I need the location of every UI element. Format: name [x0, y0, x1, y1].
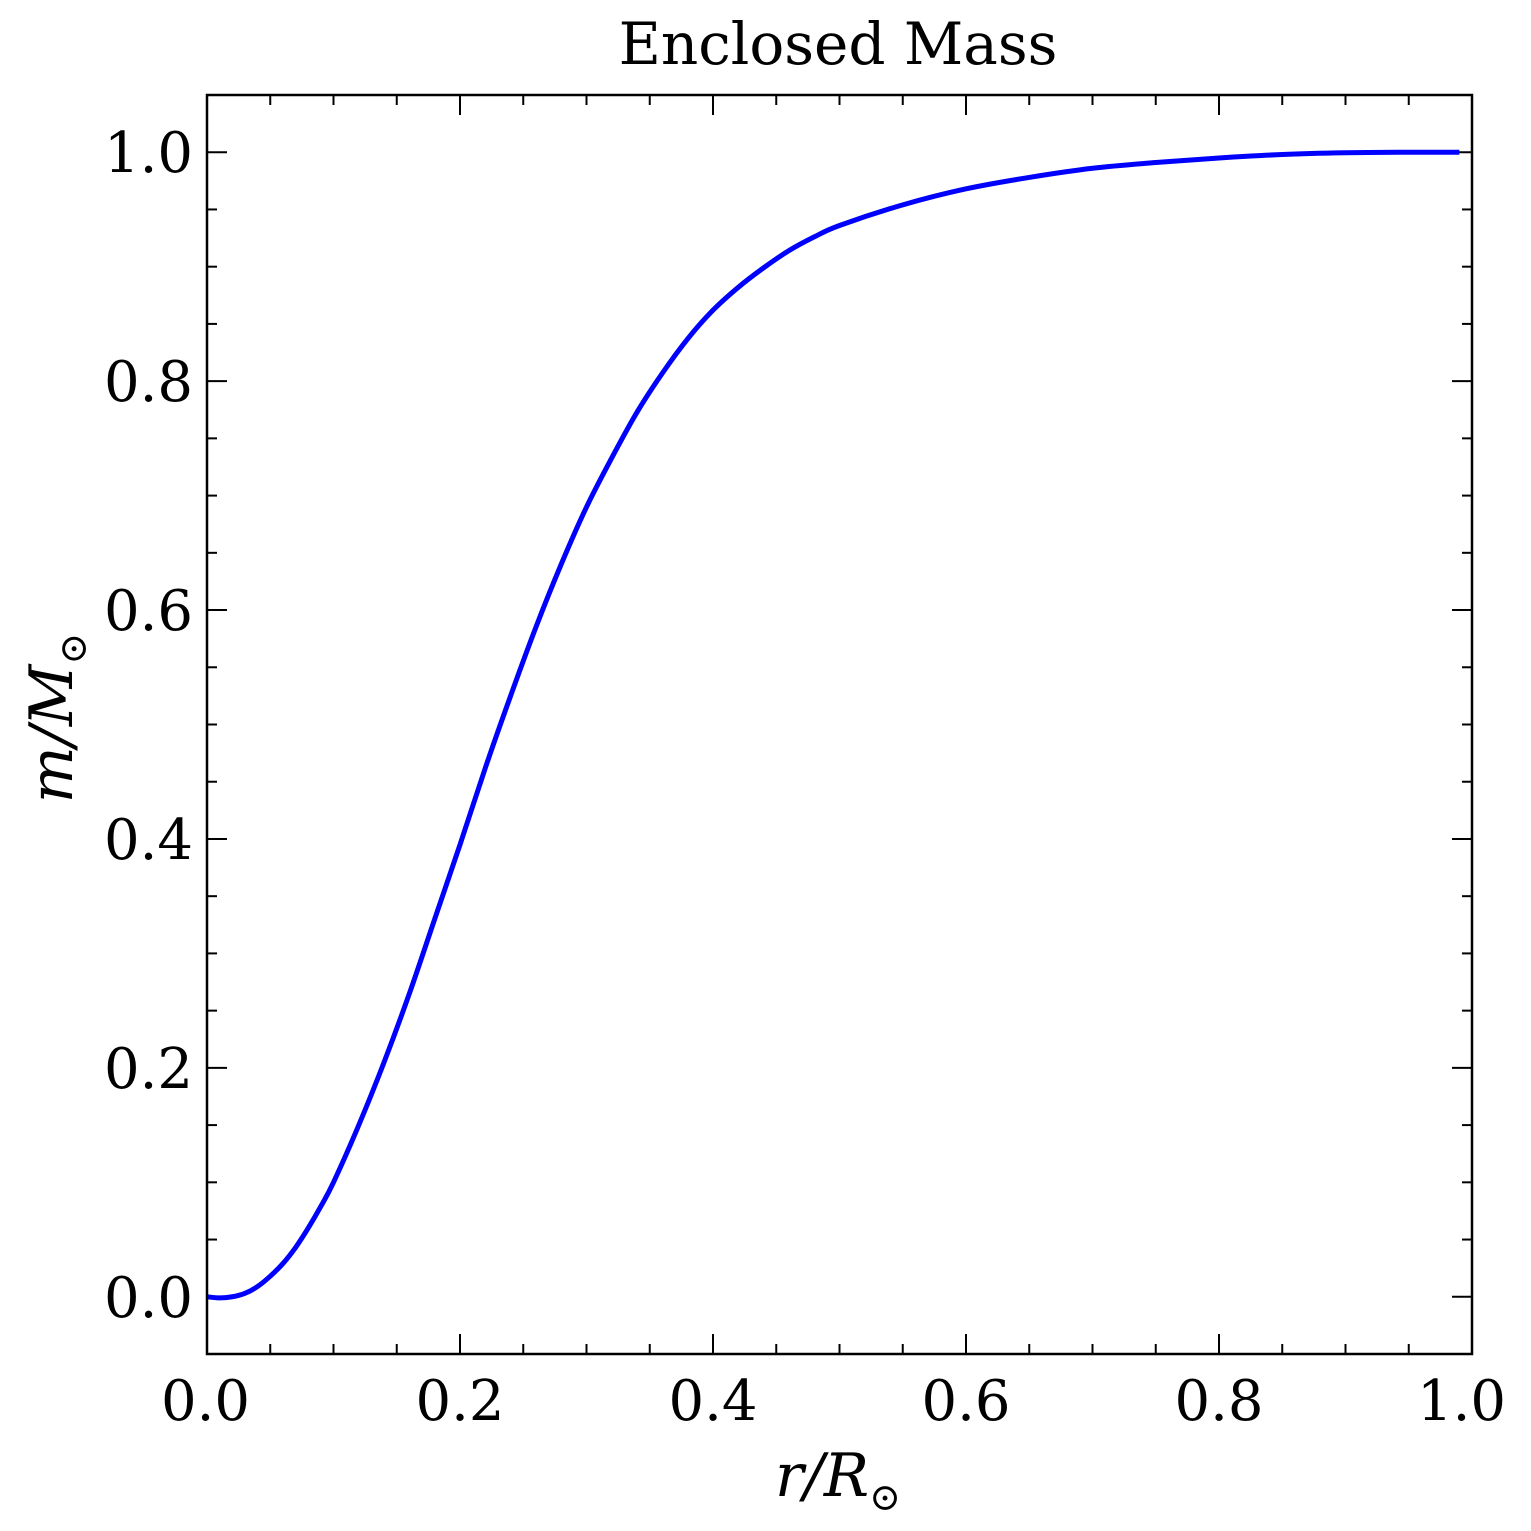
y-axis-label-base: m/M: [17, 663, 87, 803]
x-tick-label: 0.6: [921, 1369, 1010, 1434]
x-axis-label-base: r/R: [775, 1441, 869, 1511]
y-axis-label: m/M⊙: [17, 633, 95, 803]
plot-frame: [205, 93, 1474, 1356]
chart-title: Enclosed Mass: [619, 10, 1058, 78]
x-tick-label: 1.0: [1417, 1369, 1506, 1434]
y-tick-label: 0.4: [104, 808, 193, 873]
y-tick-label: 0.2: [104, 1037, 193, 1102]
x-tick-label: 0.0: [161, 1369, 250, 1434]
axis-tick-labels: 0.0 0.2 0.4 0.6 0.8 1.0 0.0 0.2 0.4 0.6 0.8 1.0: [104, 121, 1506, 1434]
y-axis-label-subscript: ⊙: [51, 633, 95, 665]
enclosed-mass-series-line: [206, 149, 1460, 1301]
y-tick-label: 1.0: [104, 121, 193, 186]
x-axis-label: r/R⊙: [775, 1441, 901, 1519]
x-tick-label: 0.4: [668, 1369, 757, 1434]
x-tick-label: 0.2: [415, 1369, 504, 1434]
y-tick-label: 0.0: [104, 1266, 193, 1331]
y-tick-label: 0.8: [104, 350, 193, 415]
y-tick-label: 0.6: [104, 579, 193, 644]
x-tick-label: 0.8: [1174, 1369, 1263, 1434]
x-axis-label-subscript: ⊙: [869, 1475, 901, 1519]
